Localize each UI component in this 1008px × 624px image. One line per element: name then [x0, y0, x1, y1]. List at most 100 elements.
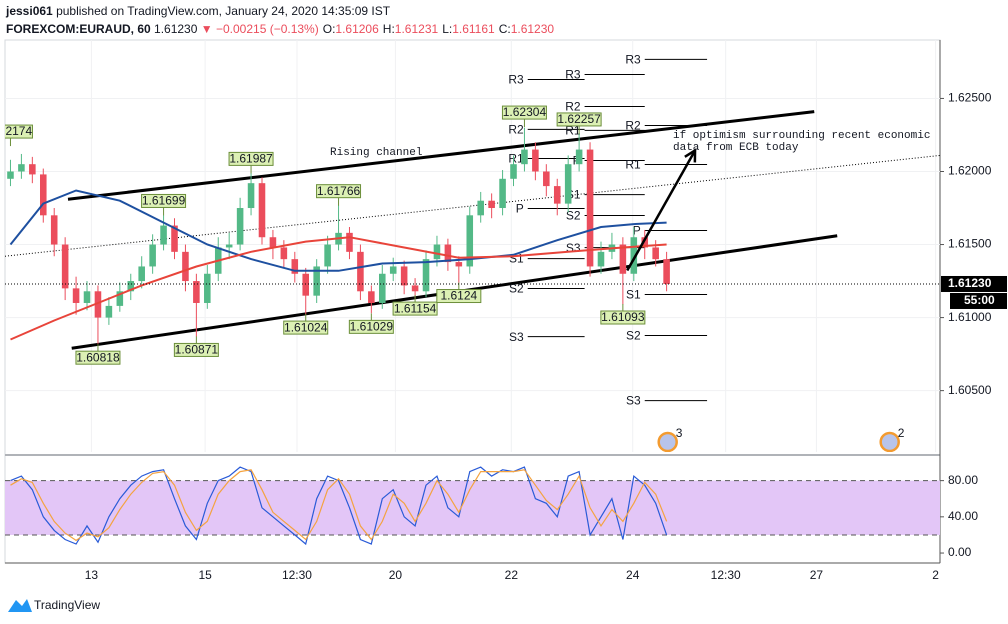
flag-label: 1.60871: [175, 343, 219, 357]
flag-label: 1.61766: [317, 184, 361, 198]
flag-box: [436, 289, 482, 304]
candle-body: [116, 291, 124, 306]
ohlc-value: 1.61230: [511, 22, 555, 36]
stoch-line: [10, 469, 668, 542]
x-tick-label: 22: [505, 568, 519, 582]
flag-box: [75, 350, 121, 365]
footer-logo: TradingView: [8, 598, 100, 612]
candle-body: [379, 273, 386, 303]
channel-note: Rising channel: [330, 147, 422, 159]
moving-average: [10, 236, 667, 341]
y-tick-label: 40.00: [948, 509, 978, 523]
candle-body: [138, 266, 145, 282]
pivot-label: R2: [625, 119, 641, 133]
candle-body: [543, 171, 550, 187]
pivot-label: P: [633, 224, 641, 238]
ecb-note-1: if optimism surrounding recent economic: [673, 130, 930, 142]
last-price-box: [941, 275, 1007, 292]
x-tick-label: 12:30: [711, 568, 741, 582]
candle-body: [236, 208, 244, 245]
candle-body: [291, 259, 299, 274]
pivot-label: S3: [509, 330, 524, 344]
y-tick-label: 1.61500: [948, 237, 992, 251]
candle-body: [127, 281, 135, 292]
candle-body: [553, 186, 561, 204]
candle-body: [357, 251, 364, 292]
candle-body: [83, 291, 91, 303]
candle-body: [510, 164, 517, 179]
flag-label: 1.61093: [601, 310, 645, 324]
candle-body: [597, 251, 605, 267]
stoch-line: [10, 466, 668, 546]
y-tick-label: 80.00: [948, 473, 978, 487]
candle-body: [105, 305, 113, 318]
pivot-label: P: [516, 202, 524, 216]
candle-body: [400, 266, 408, 286]
y-tick-label: 1.62000: [948, 164, 992, 178]
pivot-label: R3: [508, 73, 524, 87]
candle-body: [521, 149, 528, 165]
symbol-line: FOREXCOM:EURAUD, 60 1.61230 ▼ −0.00215 (…: [6, 22, 554, 36]
candle-body: [466, 215, 474, 267]
trendline: [67, 110, 815, 201]
x-tick-label: 12:30: [282, 568, 312, 582]
pivot-label: R3: [625, 53, 641, 67]
ohlc-key: O:: [323, 22, 336, 36]
ohlc: O:1.61206 H:1.61231 L:1.61161 C:1.61230: [323, 22, 555, 36]
flag-label: 1.61699: [142, 194, 186, 208]
logo-icon: [8, 599, 32, 612]
candle-body: [193, 281, 200, 303]
flag-label: 1.62304: [503, 105, 547, 119]
candle-body: [619, 244, 627, 274]
stoch-pane: [5, 466, 940, 546]
symbol: FOREXCOM:EURAUD, 60: [6, 22, 151, 36]
flag-box: [348, 319, 394, 334]
candle-body: [258, 183, 266, 238]
y-tick-label: 1.60500: [948, 383, 992, 397]
candle-body: [411, 285, 419, 292]
candle-body: [389, 266, 397, 274]
flag-box: [600, 310, 646, 325]
candle-body: [269, 237, 277, 248]
change: ▼ −0.00215 (−0.13%): [201, 22, 319, 36]
pivot-label: R1: [565, 124, 581, 138]
candle-body: [422, 259, 430, 292]
pivot-label: R2: [565, 100, 581, 114]
event-icon: [657, 431, 678, 452]
x-tick-label: 15: [198, 568, 212, 582]
candle-body: [247, 183, 255, 209]
candle-body: [324, 244, 331, 267]
candle-body: [368, 291, 375, 303]
pivot-label: R3: [565, 68, 581, 82]
candle-body: [149, 244, 156, 267]
flag-box: [556, 112, 602, 127]
pivot-label: R1: [625, 158, 641, 172]
flag-box: [283, 320, 329, 335]
y-tick-label: 0.00: [948, 545, 972, 559]
candle-body: [652, 247, 659, 260]
last-price-label: 1.61230: [948, 276, 992, 290]
flag-box: [5, 124, 33, 139]
x-tick-label: 24: [626, 568, 640, 582]
ohlc-key: C:: [499, 22, 511, 36]
candle-body: [564, 164, 572, 204]
candle-body: [433, 244, 441, 260]
ohlc-value: 1.61231: [395, 22, 439, 36]
candle-body: [39, 174, 47, 216]
countdown-box: [950, 292, 1007, 309]
x-tick-label: 13: [85, 568, 99, 582]
candle-body: [455, 262, 463, 267]
candle-body: [182, 251, 189, 282]
candle-body: [575, 149, 583, 165]
candle-body: [204, 273, 211, 303]
pivot-label: S3: [626, 394, 641, 408]
published: published on TradingView.com, January 24…: [56, 4, 391, 18]
flag-label: 1.61024: [284, 320, 328, 334]
arrow-head: [684, 148, 697, 163]
last: 1.61230: [154, 22, 198, 36]
flag-box: [501, 105, 547, 120]
flag-label: 1.60818: [76, 350, 120, 364]
flag-label: 1.62257: [557, 112, 601, 126]
